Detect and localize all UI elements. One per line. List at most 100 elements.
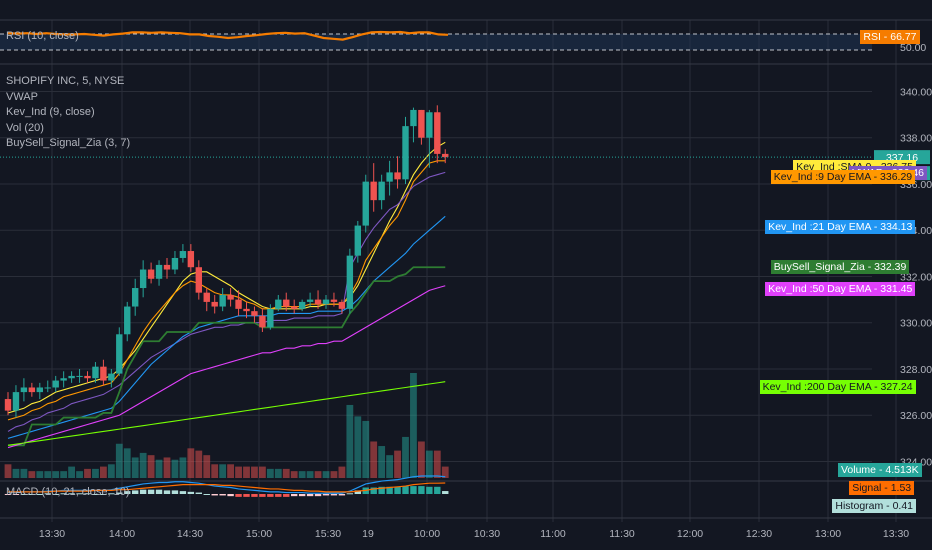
volume-bar bbox=[171, 459, 179, 478]
histogram-bar bbox=[76, 493, 83, 495]
volume-bar bbox=[12, 468, 20, 478]
candle-body bbox=[378, 181, 385, 201]
candle-body bbox=[60, 378, 67, 381]
candle-body bbox=[100, 366, 107, 381]
volume-bar bbox=[425, 450, 433, 478]
candle-body bbox=[426, 112, 433, 138]
histogram-bar bbox=[60, 493, 67, 495]
macd-tag: Histogram - 0.41 bbox=[832, 499, 917, 513]
volume-bar bbox=[338, 466, 346, 478]
candle-body bbox=[291, 306, 298, 309]
candle-body bbox=[132, 288, 139, 307]
indicator-tag: Volume - 4.513K bbox=[838, 463, 922, 477]
candle-body bbox=[36, 387, 43, 393]
x-tick-label: 14:00 bbox=[109, 528, 135, 540]
candle-body bbox=[187, 251, 195, 268]
volume-bar bbox=[44, 471, 52, 478]
volume-bar bbox=[123, 448, 131, 478]
y-tick-label: 338.00 bbox=[900, 133, 932, 145]
legend-vwap[interactable]: VWAP bbox=[6, 90, 38, 103]
x-tick-label: 11:30 bbox=[609, 528, 635, 540]
candle-body bbox=[354, 225, 361, 256]
vwap-line bbox=[7, 171, 446, 432]
legend-kev-ind[interactable]: Kev_Ind (9, close) bbox=[6, 106, 95, 118]
volume-bar bbox=[433, 450, 441, 478]
candle-body bbox=[20, 387, 28, 393]
histogram-bar bbox=[243, 494, 250, 497]
candle-body bbox=[386, 172, 393, 182]
histogram-bar bbox=[378, 486, 385, 494]
histogram-bar bbox=[298, 494, 306, 497]
histogram-bar bbox=[235, 494, 242, 497]
volume-bar bbox=[402, 436, 409, 478]
indicator-tag: Kev_Ind :200 Day EMA - 327.24 bbox=[759, 379, 916, 394]
candle-body bbox=[163, 264, 171, 270]
candle-body bbox=[346, 255, 354, 309]
histogram-bar bbox=[36, 494, 43, 495]
candle-body bbox=[298, 301, 306, 309]
histogram-bar bbox=[68, 493, 75, 495]
candle-body bbox=[275, 299, 282, 309]
volume-bar bbox=[322, 471, 330, 478]
macd-line bbox=[8, 475, 446, 494]
legend-symbol[interactable]: SHOPIFY INC, 5, NYSE bbox=[6, 75, 125, 87]
volume-bar bbox=[115, 443, 123, 478]
candle-body bbox=[124, 306, 131, 335]
histogram-bar bbox=[187, 491, 195, 494]
candle-body bbox=[195, 267, 202, 293]
candle-body bbox=[370, 181, 377, 201]
macd-legend-label: MACD (10, 21, close, 10) bbox=[6, 486, 130, 498]
histogram-bar bbox=[179, 491, 187, 494]
histogram-bar bbox=[171, 490, 179, 494]
volume-bar bbox=[282, 468, 290, 478]
rsi-legend: RSI (10, close) bbox=[6, 29, 79, 45]
rsi-line bbox=[7, 30, 449, 41]
histogram-bar bbox=[84, 493, 91, 495]
x-tick-label: 13:30 bbox=[883, 528, 909, 540]
candle-body bbox=[171, 257, 179, 270]
x-tick-label: 13:00 bbox=[815, 528, 841, 540]
x-tick-label: 19 bbox=[362, 528, 374, 540]
y-tick-label: 326.00 bbox=[900, 410, 932, 422]
ema200-line bbox=[7, 381, 446, 446]
candle-body bbox=[28, 387, 36, 393]
candle-body bbox=[338, 301, 346, 309]
volume-bar bbox=[203, 455, 211, 478]
histogram-bar bbox=[338, 494, 346, 496]
legend-volume[interactable]: Vol (20) bbox=[6, 121, 44, 134]
volume-bar bbox=[36, 471, 44, 478]
volume-bar bbox=[386, 455, 393, 478]
candle-body bbox=[179, 251, 187, 258]
volume-bar bbox=[211, 464, 219, 478]
histogram-bar bbox=[28, 494, 36, 495]
volume-bar bbox=[370, 441, 378, 478]
volume-bar bbox=[20, 468, 28, 478]
candle-body bbox=[314, 299, 322, 305]
volume-bar bbox=[107, 464, 115, 478]
histogram-bar bbox=[259, 494, 266, 497]
rsi-legend-label: RSI (10, close) bbox=[6, 30, 79, 42]
histogram-bar bbox=[426, 486, 433, 494]
sma9-line bbox=[7, 141, 446, 414]
histogram-bar bbox=[418, 486, 425, 494]
histogram-bar bbox=[139, 489, 147, 494]
volume-bar bbox=[418, 441, 425, 478]
histogram-bar bbox=[410, 486, 417, 494]
volume-bar bbox=[76, 471, 83, 478]
volume-bar bbox=[235, 466, 242, 478]
volume-bar bbox=[274, 468, 282, 478]
candle-body bbox=[283, 299, 290, 307]
legend-buysell[interactable]: BuySell_Signal_Zia (3, 7) bbox=[6, 137, 131, 149]
histogram-bar bbox=[12, 494, 20, 495]
y-tick-label: 340.00 bbox=[900, 86, 932, 98]
x-tick-label: 11:00 bbox=[540, 528, 566, 540]
ema9-line bbox=[7, 160, 446, 421]
histogram-bar bbox=[203, 494, 210, 495]
y-tick-label: 330.00 bbox=[900, 318, 932, 330]
x-tick-label: 15:00 bbox=[246, 528, 272, 540]
histogram-bar bbox=[211, 494, 218, 496]
histogram-bar bbox=[219, 494, 226, 496]
price-legend: SHOPIFY INC, 5, NYSE VWAP Kev_Ind (9, cl… bbox=[6, 74, 130, 152]
